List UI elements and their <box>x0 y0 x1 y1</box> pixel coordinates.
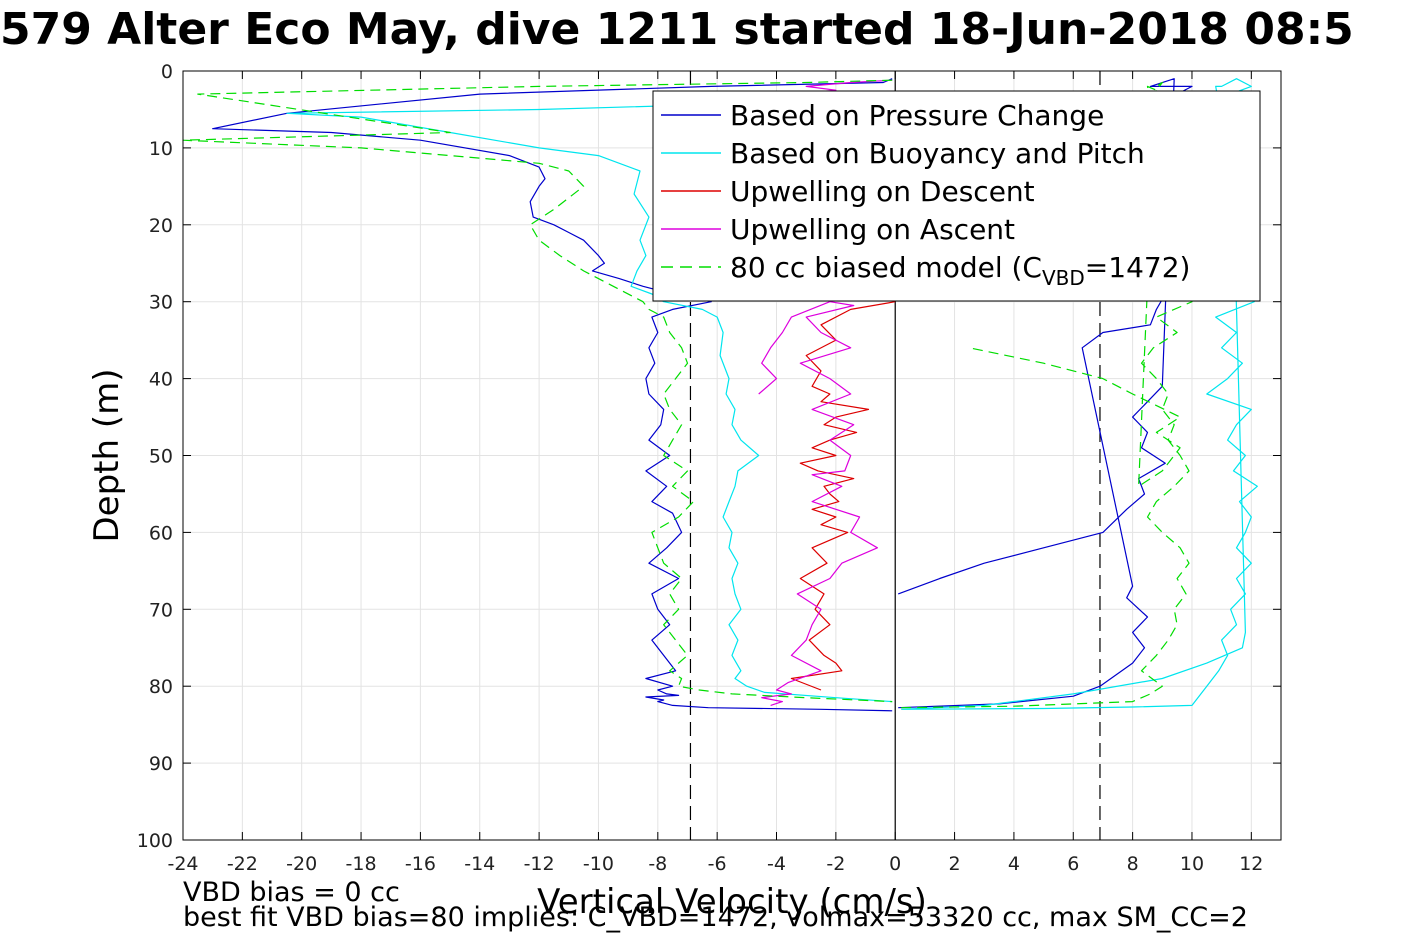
y-axis-label: Depth (m) <box>87 368 127 542</box>
x-tick-label: 6 <box>1067 853 1079 875</box>
x-tick-label: -14 <box>464 853 495 875</box>
x-tick-label: -10 <box>583 853 614 875</box>
x-tick-label: -22 <box>227 853 258 875</box>
legend-label-prefix: 80 cc biased model (C <box>730 251 1042 284</box>
best-fit-note: best fit VBD bias=80 implies: C_VBD=1472… <box>183 902 1248 933</box>
x-tick-label: -8 <box>648 853 667 875</box>
legend-label: Upwelling on Descent <box>730 175 1035 208</box>
legend-label: Based on Buoyancy and Pitch <box>730 137 1145 170</box>
y-axis-ticks: 0 10 20 30 40 50 60 70 80 90 100 <box>137 61 1281 852</box>
x-tick-label: -20 <box>286 853 317 875</box>
y-tick-label: 70 <box>149 599 173 621</box>
x-tick-label: -2 <box>826 853 845 875</box>
series-line <box>758 301 879 706</box>
x-tick-label: -16 <box>405 853 436 875</box>
x-tick-label: -24 <box>167 853 198 875</box>
x-axis-label: Vertical Velocity (cm/s) <box>537 882 927 922</box>
x-tick-label: -4 <box>767 853 786 875</box>
y-tick-label: 10 <box>149 138 173 160</box>
legend-box <box>652 90 1261 302</box>
data-series <box>182 78 1258 712</box>
y-tick-label: 60 <box>149 522 173 544</box>
x-tick-label: -6 <box>708 853 727 875</box>
y-tick-label: 50 <box>149 446 173 468</box>
x-tick-label: -12 <box>524 853 555 875</box>
x-tick-label: -18 <box>346 853 377 875</box>
y-tick-label: 80 <box>149 676 173 698</box>
series-line <box>182 79 893 703</box>
legend-label: 80 cc biased model (CVBD=1472) <box>730 251 1190 290</box>
series-line <box>212 78 893 712</box>
y-tick-label: 30 <box>149 292 173 314</box>
series-line <box>790 301 896 691</box>
x-tick-label: 8 <box>1127 853 1139 875</box>
y-tick-label: 20 <box>149 215 173 237</box>
y-tick-label: 100 <box>137 830 173 852</box>
chart-title: 579 Alter Eco May, dive 1211 started 18-… <box>0 4 1354 55</box>
y-tick-label: 0 <box>161 61 173 83</box>
series-2 <box>790 301 896 691</box>
legend-label: Based on Pressure Change <box>730 99 1104 132</box>
series-4 <box>182 79 1193 709</box>
x-tick-label: 12 <box>1239 853 1263 875</box>
y-tick-label: 40 <box>149 369 173 391</box>
x-tick-label: 4 <box>1008 853 1020 875</box>
series-line <box>901 81 1193 709</box>
series-line <box>286 93 893 703</box>
x-tick-label: 0 <box>889 853 901 875</box>
x-tick-label: 2 <box>949 853 961 875</box>
legend-label-suffix: =1472) <box>1085 251 1191 284</box>
vbd-bias-note: VBD bias = 0 cc <box>183 877 400 908</box>
x-tick-label: 10 <box>1180 853 1204 875</box>
legend-label: Upwelling on Ascent <box>730 213 1015 246</box>
y-tick-label: 90 <box>149 753 173 775</box>
legend: Based on Pressure Change Based on Buoyanc… <box>652 90 1261 302</box>
legend-label-subscript: VBD <box>1042 266 1085 290</box>
x-axis-ticks: -24 -22 -20 -18 -16 -14 -12 -10 -8 -6 -4 -2 0 2 4 6 8 10 1… <box>167 71 1263 875</box>
